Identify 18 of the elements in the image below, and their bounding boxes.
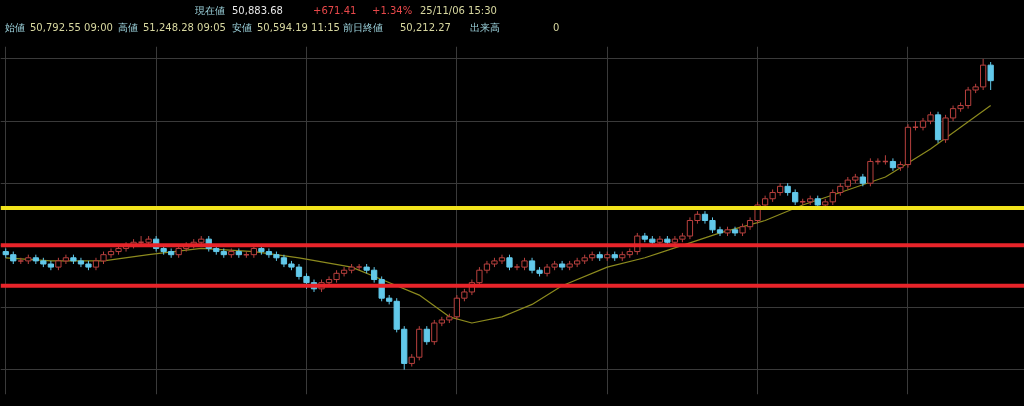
text: 高値 xyxy=(118,21,138,35)
text: 50,883.68 xyxy=(232,4,283,18)
text: 50,212.27 xyxy=(400,21,451,35)
text: +1.34% xyxy=(372,4,413,18)
text: 始値 xyxy=(5,21,25,35)
text: 出来高 xyxy=(470,21,500,35)
text: 25/11/06 15:30 xyxy=(420,4,497,18)
candlestick xyxy=(987,61,994,91)
text: 50,792.55 09:00 xyxy=(30,21,113,35)
text: 現在値 xyxy=(195,4,225,18)
text: 50,594.19 11:15 xyxy=(257,21,340,35)
text: 51,248.28 09:05 xyxy=(143,21,226,35)
text: 前日終値 xyxy=(343,21,383,35)
text: 0 xyxy=(553,21,560,35)
candlestick xyxy=(889,157,897,172)
candlestick xyxy=(423,325,430,346)
text: 安値 xyxy=(232,21,252,35)
text: +671.41 xyxy=(313,4,357,18)
